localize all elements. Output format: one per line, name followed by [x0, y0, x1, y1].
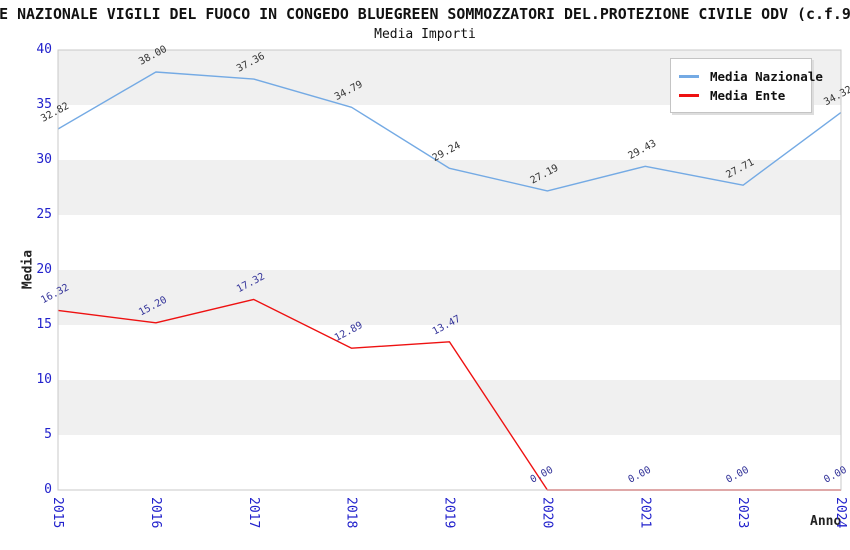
- legend-line-swatch-nazionale: [679, 74, 699, 78]
- y-tick-label: 0: [44, 482, 52, 497]
- chart-title: E NAZIONALE VIGILI DEL FUOCO IN CONGEDO …: [0, 5, 850, 23]
- y-tick-label: 15: [36, 317, 52, 332]
- y-axis-ticks: 0 5 10 15 20 25 30 35 40: [0, 0, 52, 550]
- y-tick-label: 5: [44, 427, 52, 442]
- legend-label-ente: Media Ente: [710, 87, 786, 103]
- x-tick-label: 2016: [148, 497, 163, 528]
- x-tick-label: 2015: [50, 497, 65, 528]
- y-tick-label: 10: [36, 372, 52, 387]
- x-tick-label: 2021: [637, 497, 652, 528]
- x-tick-label: 2019: [442, 497, 457, 528]
- point-label: 29.43: [626, 138, 658, 162]
- x-tick-label: 2017: [246, 497, 261, 528]
- x-tick-label: 2024: [833, 497, 848, 528]
- chart-subtitle: Media Importi: [374, 27, 476, 42]
- point-label: 0.00: [724, 465, 750, 486]
- point-label: 0.00: [822, 465, 848, 486]
- y-tick-label: 40: [36, 42, 52, 57]
- grid-band: [58, 380, 841, 435]
- legend-item-media-nazionale: Media Nazionale: [679, 68, 823, 84]
- y-tick-label: 35: [36, 97, 52, 112]
- grid-band: [58, 270, 841, 325]
- legend-item-media-ente: Media Ente: [679, 87, 803, 103]
- point-label: 0.00: [626, 465, 652, 486]
- plot-border: [57, 49, 842, 491]
- legend-line-swatch-ente: [679, 93, 699, 97]
- y-tick-label: 20: [36, 262, 52, 277]
- legend-label-nazionale: Media Nazionale: [710, 68, 823, 84]
- x-tick-label: 2020: [539, 497, 554, 528]
- series-line-media-nazionale: [57, 71, 842, 192]
- y-tick-label: 25: [36, 207, 52, 222]
- y-tick-label: 30: [36, 152, 52, 167]
- grid-band: [58, 160, 841, 215]
- x-axis-title: Anno: [810, 514, 842, 529]
- x-tick-label: 2023: [735, 497, 750, 528]
- x-tick-label: 2018: [344, 497, 359, 528]
- legend: Media Nazionale Media Ente: [670, 58, 823, 113]
